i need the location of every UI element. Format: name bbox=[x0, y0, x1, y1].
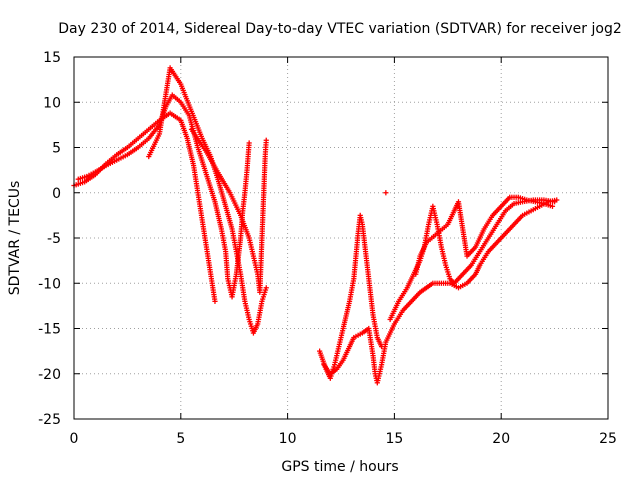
x-tick-label: 25 bbox=[599, 431, 617, 447]
data-point-outlier bbox=[383, 190, 389, 196]
data-point-arc-3 bbox=[263, 285, 269, 291]
data-point-arc-7 bbox=[552, 199, 558, 205]
y-tick-label: -10 bbox=[38, 276, 61, 292]
x-axis-label: GPS time / hours bbox=[281, 459, 398, 475]
y-tick-label: -15 bbox=[38, 322, 61, 338]
y-tick-label: -25 bbox=[38, 412, 61, 428]
y-tick-label: -5 bbox=[47, 231, 61, 247]
x-tick-label: 5 bbox=[176, 431, 185, 447]
y-tick-label: 5 bbox=[52, 141, 61, 157]
plot-frame bbox=[73, 56, 609, 420]
x-tick-label: 20 bbox=[492, 431, 510, 447]
y-axis-ticks: 15 10 5 0 -5 -10 -15 -20 -25 bbox=[38, 50, 608, 428]
data-point-arc-1 bbox=[212, 298, 218, 304]
x-tick-label: 10 bbox=[279, 431, 297, 447]
grid-lines bbox=[74, 57, 608, 419]
x-axis-ticks: 0 5 10 15 20 25 bbox=[70, 57, 617, 447]
y-tick-label: 0 bbox=[52, 186, 61, 202]
x-tick-label: 15 bbox=[385, 431, 403, 447]
y-axis-label: SDTVAR / TECUs bbox=[7, 181, 23, 296]
y-tick-label: -20 bbox=[38, 367, 61, 383]
data-points bbox=[71, 65, 560, 386]
data-point-arc-8 bbox=[549, 203, 556, 209]
x-tick-label: 0 bbox=[70, 431, 79, 447]
y-tick-label: 15 bbox=[43, 50, 61, 66]
data-point-arc-4 bbox=[263, 137, 269, 143]
data-point-arc-2 bbox=[246, 140, 252, 146]
chart-title: Day 230 of 2014, Sidereal Day-to-day VTE… bbox=[58, 21, 621, 37]
y-tick-label: 10 bbox=[43, 95, 61, 111]
